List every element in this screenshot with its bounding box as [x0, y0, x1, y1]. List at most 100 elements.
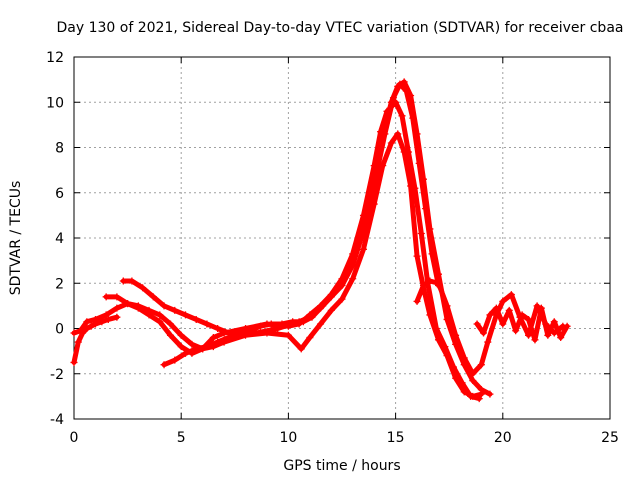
data-point — [422, 205, 430, 213]
data-point — [149, 293, 157, 301]
data-point — [537, 304, 545, 312]
data-point — [192, 345, 200, 353]
x-tick-label: 20 — [494, 430, 512, 446]
data-point — [473, 320, 481, 328]
x-tick-label: 15 — [387, 430, 405, 446]
data-point — [139, 284, 147, 292]
data-point — [351, 252, 359, 260]
data-point — [113, 293, 121, 301]
data-point — [113, 313, 121, 321]
data-point — [188, 340, 196, 348]
data-point — [267, 320, 275, 328]
data-point — [87, 322, 95, 330]
data-point — [402, 87, 410, 95]
series-trace-5 — [413, 277, 567, 378]
data-point — [475, 395, 483, 403]
data-point — [160, 361, 168, 369]
data-point — [449, 363, 457, 371]
data-point — [505, 306, 513, 314]
data-point — [434, 279, 442, 287]
data-point — [297, 345, 305, 353]
data-point — [381, 130, 389, 138]
data-point — [413, 297, 421, 305]
data-point — [507, 291, 515, 299]
data-point — [278, 320, 286, 328]
y-axis-label: SDTVAR / TECUs — [8, 181, 24, 296]
data-point — [119, 277, 127, 285]
axis-ticks: 0 5 10 15 20 25 -4 -2 0 2 4 6 8 10 12 — [46, 50, 619, 446]
data-point — [400, 78, 408, 86]
y-tick-label: -2 — [50, 367, 64, 383]
data-point — [181, 311, 189, 319]
data-point — [209, 334, 217, 342]
data-point — [404, 148, 412, 156]
data-point — [327, 306, 335, 314]
data-point — [396, 80, 404, 88]
data-point — [224, 334, 232, 342]
data-point — [160, 302, 168, 310]
data-point — [486, 311, 494, 319]
y-tick-label: 12 — [46, 50, 64, 66]
data-point — [124, 300, 132, 308]
data-point — [70, 358, 78, 366]
data-point — [102, 311, 110, 319]
data-point — [83, 318, 91, 326]
data-point — [458, 379, 466, 387]
data-point — [359, 245, 367, 253]
data-point — [426, 277, 434, 285]
series-trace — [414, 278, 566, 377]
data-point — [145, 311, 153, 319]
data-point — [98, 318, 106, 326]
data-point — [113, 304, 121, 312]
data-point — [177, 331, 185, 339]
data-point — [70, 329, 78, 337]
data-point — [257, 322, 265, 330]
data-point — [306, 334, 314, 342]
data-point — [557, 334, 565, 342]
data-point — [409, 114, 417, 122]
data-point — [389, 94, 397, 102]
data-point — [452, 331, 460, 339]
data-point — [469, 377, 477, 385]
data-point — [74, 338, 82, 346]
data-point — [177, 343, 185, 351]
data-point — [134, 304, 142, 312]
chart-title: Day 130 of 2021, Sidereal Day-to-day VTE… — [57, 20, 624, 36]
data-point — [499, 297, 507, 305]
series-trace-2 — [102, 98, 483, 403]
data-point — [203, 343, 211, 351]
y-tick-label: 8 — [55, 141, 64, 157]
data-point — [192, 315, 200, 323]
data-point — [91, 320, 99, 328]
data-point — [563, 322, 571, 330]
x-tick-label: 25 — [601, 430, 619, 446]
gridlines — [74, 57, 610, 419]
data-point — [319, 302, 327, 310]
data-point — [246, 327, 254, 335]
data-point — [284, 331, 292, 339]
y-tick-label: 0 — [55, 322, 64, 338]
data-point — [156, 311, 164, 319]
data-point — [166, 320, 174, 328]
data-point — [235, 329, 243, 337]
series-trace-4 — [160, 80, 442, 369]
series-trace-7 — [70, 313, 121, 366]
data-point — [419, 282, 427, 290]
series-trace — [161, 81, 441, 368]
data-point — [329, 288, 337, 296]
data-point — [338, 295, 346, 303]
x-tick-label: 0 — [70, 430, 79, 446]
data-point — [428, 250, 436, 258]
data-point — [467, 392, 475, 400]
data-point — [531, 336, 539, 344]
data-point — [415, 159, 423, 167]
data-point — [499, 320, 507, 328]
x-axis-label: GPS time / hours — [283, 458, 400, 474]
data-point — [308, 313, 316, 321]
data-point — [317, 320, 325, 328]
data-point — [372, 171, 380, 179]
data-point — [525, 331, 533, 339]
data-point — [518, 311, 526, 319]
x-tick-label: 10 — [279, 430, 297, 446]
data-point — [486, 390, 494, 398]
